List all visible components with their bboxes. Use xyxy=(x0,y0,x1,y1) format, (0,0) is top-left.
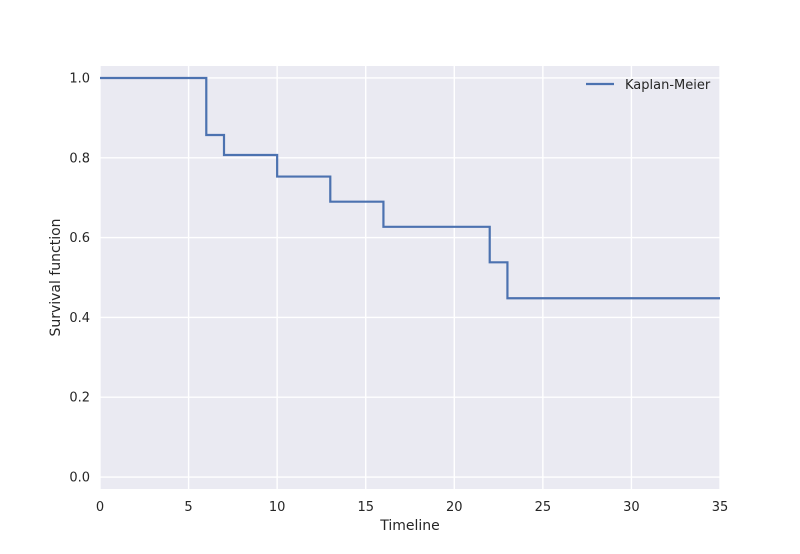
legend: Kaplan-Meier xyxy=(586,78,711,93)
x-tick-label: 0 xyxy=(96,500,104,515)
plot-background xyxy=(100,66,720,489)
y-tick-label: 0.6 xyxy=(69,231,90,246)
series-layer xyxy=(100,76,720,300)
x-tick-label: 5 xyxy=(184,500,192,515)
y-tick-label: 0.4 xyxy=(69,311,90,326)
legend-label-kaplan-meier: Kaplan-Meier xyxy=(625,78,711,93)
series-line-kaplan-meier xyxy=(100,76,720,300)
y-axis-label: Survival function xyxy=(48,218,64,336)
x-tick-label: 30 xyxy=(623,500,640,515)
y-tick-labels: 0.0 0.2 0.4 0.6 0.8 1.0 xyxy=(69,71,90,485)
y-tick-label: 0.8 xyxy=(69,151,90,166)
y-tick-label: 0.0 xyxy=(69,471,90,486)
y-tick-label: 0.2 xyxy=(69,391,90,406)
x-tick-label: 20 xyxy=(446,500,463,515)
x-tick-label: 10 xyxy=(269,500,286,515)
grid-lines xyxy=(99,66,721,489)
y-tick-label: 1.0 xyxy=(69,71,90,86)
x-tick-label: 25 xyxy=(535,500,552,515)
x-tick-label: 35 xyxy=(712,500,729,515)
x-tick-label: 15 xyxy=(357,500,374,515)
x-tick-labels: 0 5 10 15 20 25 30 35 xyxy=(96,500,728,515)
x-axis-label: Timeline xyxy=(379,518,440,534)
